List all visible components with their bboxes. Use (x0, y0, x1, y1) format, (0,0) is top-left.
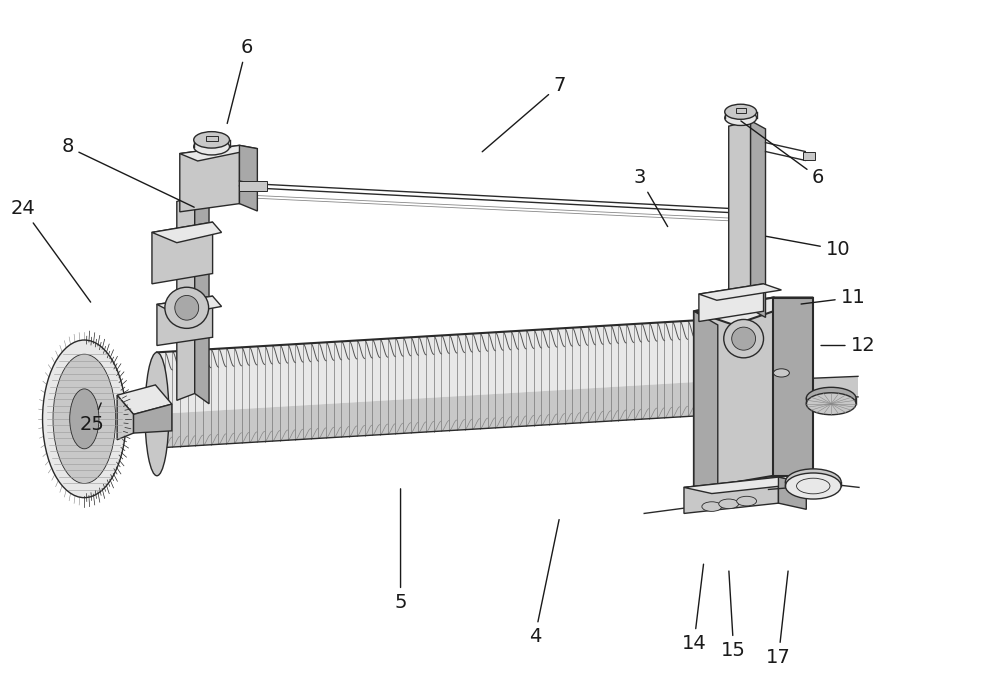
Polygon shape (694, 298, 773, 489)
Ellipse shape (175, 296, 199, 320)
Bar (803, 151, 815, 160)
Ellipse shape (725, 104, 757, 120)
Polygon shape (157, 318, 734, 414)
Text: 25: 25 (80, 403, 105, 434)
Polygon shape (239, 145, 257, 211)
Ellipse shape (719, 499, 739, 509)
Ellipse shape (725, 111, 757, 126)
Text: 10: 10 (766, 236, 850, 259)
Text: 15: 15 (721, 571, 746, 660)
Polygon shape (694, 311, 718, 503)
Polygon shape (699, 284, 764, 321)
Polygon shape (773, 298, 813, 475)
Text: 17: 17 (766, 571, 791, 667)
Ellipse shape (806, 392, 856, 415)
Polygon shape (684, 477, 806, 493)
Text: 11: 11 (801, 288, 865, 307)
Text: 24: 24 (10, 199, 91, 302)
Ellipse shape (53, 354, 116, 484)
Ellipse shape (194, 132, 230, 148)
Text: 14: 14 (682, 564, 706, 653)
Bar (736, 108, 746, 113)
Polygon shape (177, 195, 195, 400)
Polygon shape (157, 296, 213, 346)
Ellipse shape (702, 502, 722, 511)
Text: 3: 3 (633, 168, 668, 227)
Text: 6: 6 (741, 121, 824, 187)
Polygon shape (729, 121, 751, 314)
Text: 4: 4 (529, 520, 559, 646)
Polygon shape (180, 145, 257, 161)
Text: 8: 8 (61, 138, 194, 207)
Polygon shape (157, 380, 734, 448)
Ellipse shape (785, 469, 841, 495)
Polygon shape (684, 477, 778, 513)
Ellipse shape (785, 473, 841, 499)
Ellipse shape (43, 340, 126, 498)
Polygon shape (751, 121, 766, 317)
Polygon shape (117, 385, 172, 415)
Ellipse shape (70, 389, 99, 448)
Polygon shape (152, 222, 213, 284)
Polygon shape (157, 296, 222, 314)
Polygon shape (180, 145, 239, 212)
Text: 12: 12 (821, 336, 875, 355)
Ellipse shape (773, 369, 789, 377)
Bar (239, 181, 267, 191)
Polygon shape (737, 377, 858, 402)
Ellipse shape (145, 352, 169, 475)
Ellipse shape (194, 138, 230, 155)
Text: 6: 6 (227, 38, 253, 124)
Polygon shape (699, 284, 781, 301)
Polygon shape (195, 195, 209, 404)
Ellipse shape (165, 287, 209, 328)
Text: 5: 5 (394, 489, 407, 612)
Polygon shape (112, 406, 150, 428)
Polygon shape (134, 404, 172, 433)
Ellipse shape (724, 319, 764, 358)
Polygon shape (694, 298, 813, 325)
Polygon shape (117, 395, 134, 439)
Polygon shape (152, 222, 222, 243)
Ellipse shape (732, 327, 756, 350)
Bar (206, 135, 218, 141)
Ellipse shape (806, 388, 856, 409)
Polygon shape (778, 477, 806, 509)
Text: 7: 7 (482, 75, 566, 152)
Ellipse shape (737, 496, 757, 506)
Ellipse shape (722, 332, 746, 427)
